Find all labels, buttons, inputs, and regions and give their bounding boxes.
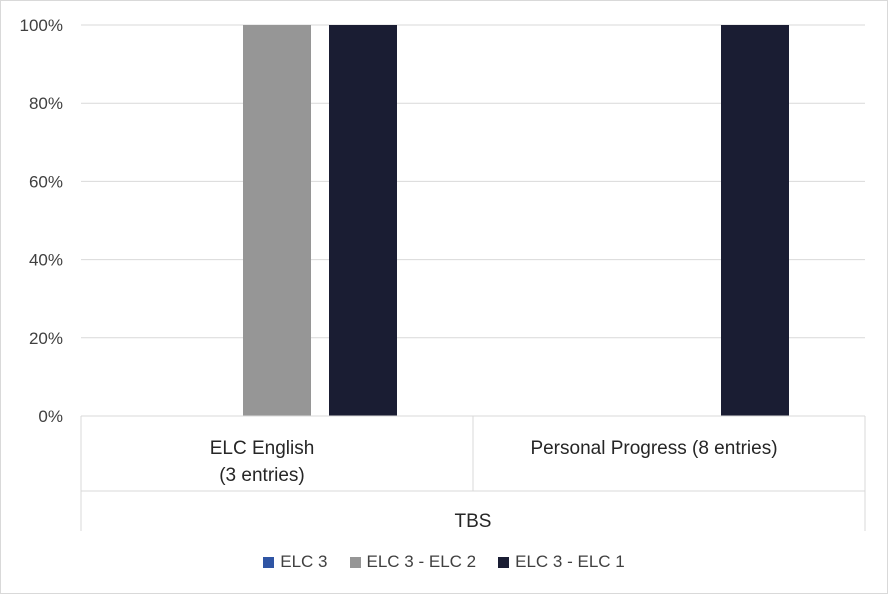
- legend-swatch: [263, 556, 275, 568]
- x-axis-lines: [80, 415, 866, 531]
- group-label: TBS: [455, 511, 492, 532]
- legend-entry: ELC 3: [263, 552, 328, 572]
- bars: [243, 25, 789, 416]
- legend-label: ELC 3 - ELC 2: [366, 552, 477, 571]
- y-tick-label: 60%: [29, 172, 63, 191]
- legend-label: ELC 3 - ELC 1: [515, 552, 625, 571]
- x-tick-label: ELC English (3 entries): [210, 438, 315, 486]
- legend-swatch: [349, 556, 361, 568]
- y-tick-label: 100%: [20, 16, 63, 35]
- y-axis-tick-labels: 0% 20% 40% 60% 80% 100%: [20, 16, 63, 426]
- bar: [243, 25, 311, 416]
- x-tick-label: Personal Progress (8 entries): [530, 438, 777, 459]
- legend-label: ELC 3: [280, 552, 328, 571]
- y-tick-label: 20%: [29, 329, 63, 348]
- legend: ELC 3 ELC 3 - ELC 2 ELC 3 - ELC 1: [1, 552, 887, 572]
- y-tick-label: 40%: [29, 251, 63, 270]
- legend-entry: ELC 3 - ELC 1: [498, 552, 625, 572]
- bar: [721, 25, 789, 416]
- y-tick-label: 80%: [29, 94, 63, 113]
- legend-swatch: [498, 556, 510, 568]
- y-tick-label: 0%: [38, 407, 63, 426]
- legend-entry: ELC 3 - ELC 2: [349, 552, 477, 572]
- category-labels: ELC English (3 entries) Personal Progress …: [210, 438, 778, 486]
- bar: [329, 25, 397, 416]
